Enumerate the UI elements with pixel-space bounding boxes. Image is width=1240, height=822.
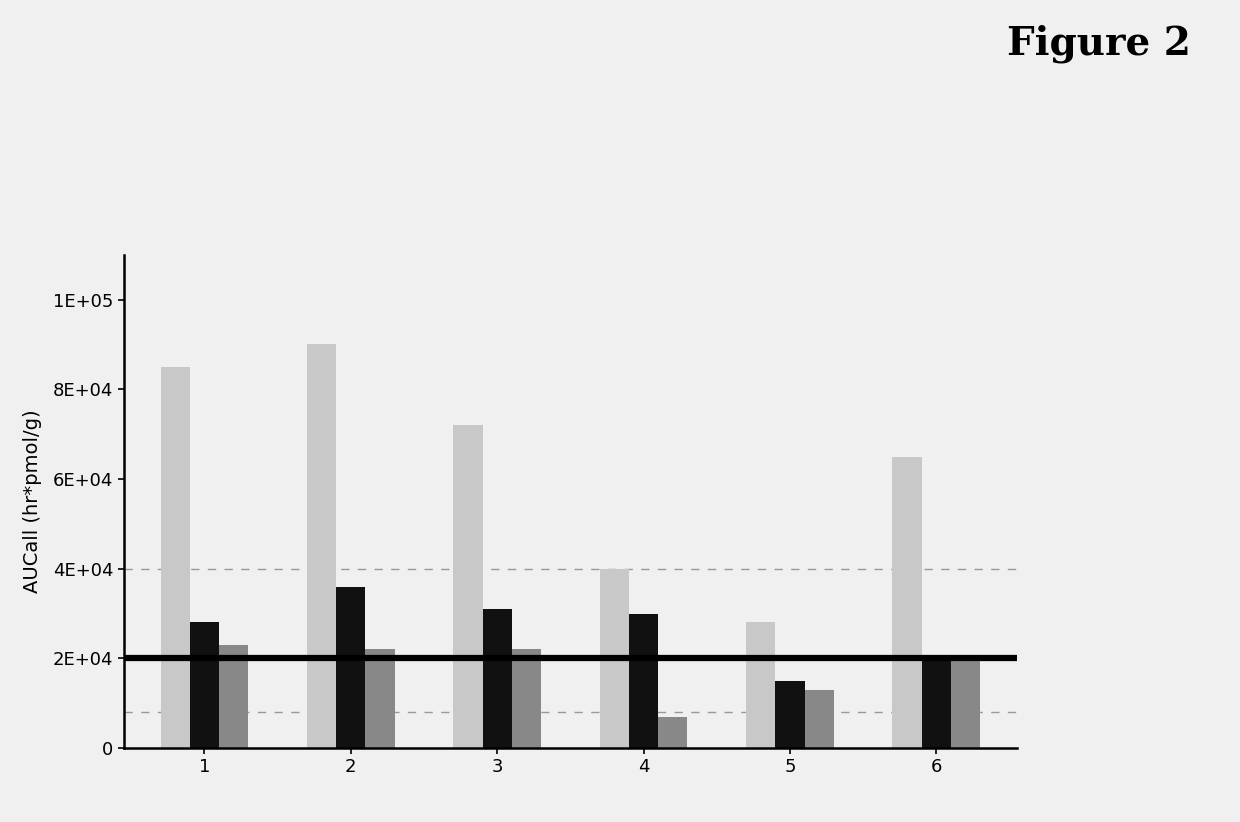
Y-axis label: AUCall (hr*pmol/g): AUCall (hr*pmol/g) xyxy=(24,409,42,593)
Bar xyxy=(805,690,833,748)
Bar xyxy=(161,367,190,748)
Text: Figure 2: Figure 2 xyxy=(1007,25,1190,63)
Bar xyxy=(336,587,366,748)
Bar xyxy=(482,609,512,748)
Bar xyxy=(308,344,336,748)
Bar xyxy=(951,658,980,748)
Bar xyxy=(454,425,482,748)
Bar xyxy=(775,681,805,748)
Bar xyxy=(219,645,248,748)
Bar xyxy=(921,658,951,748)
Bar xyxy=(893,456,921,748)
Bar xyxy=(190,622,219,748)
Bar xyxy=(629,613,658,748)
Bar xyxy=(600,569,629,748)
Bar xyxy=(366,649,394,748)
Bar xyxy=(746,622,775,748)
Bar xyxy=(658,717,687,748)
Bar xyxy=(512,649,541,748)
